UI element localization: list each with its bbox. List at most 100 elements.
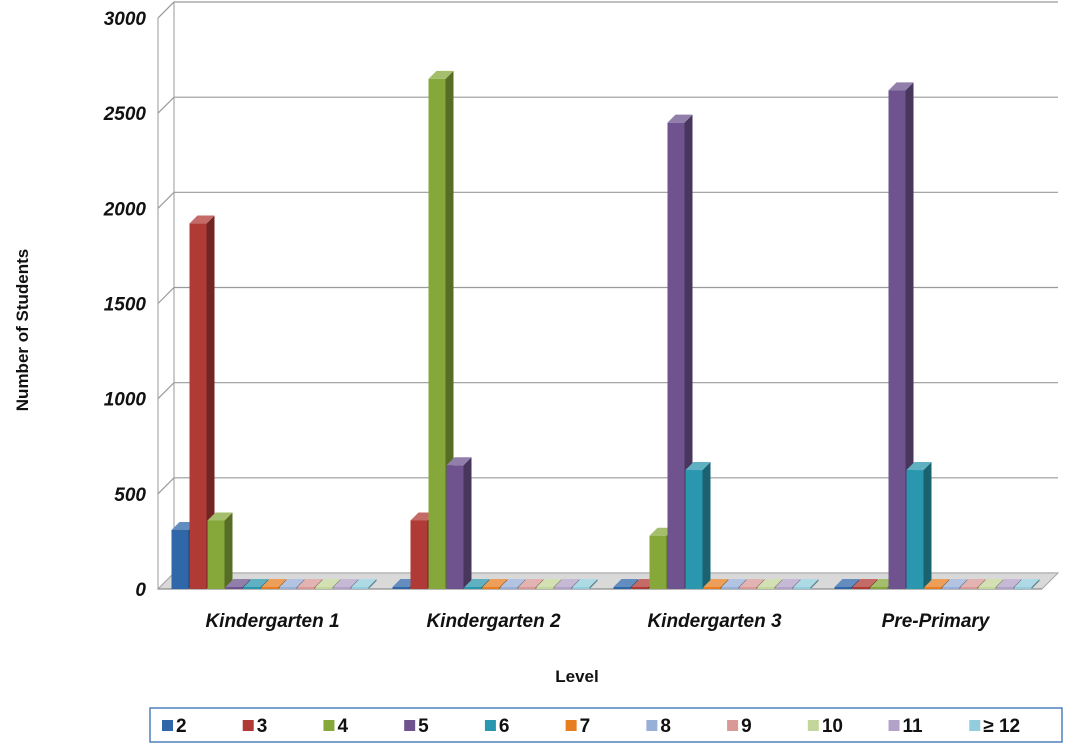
bar-side — [206, 215, 215, 589]
legend-label: 3 — [257, 716, 268, 737]
bar-side — [810, 579, 819, 589]
bar-front — [721, 587, 739, 589]
bar-top — [960, 579, 986, 587]
bar-top — [703, 579, 729, 587]
bar-side — [905, 82, 914, 590]
x-tick-label: Kindergarten 1 — [205, 611, 339, 632]
bar-side — [1031, 579, 1040, 589]
bar-front — [775, 587, 793, 589]
bar-top — [888, 82, 914, 91]
legend-entry: 11 — [888, 716, 924, 737]
bar-side — [702, 462, 711, 589]
bar-front — [446, 465, 464, 589]
bar-front — [649, 535, 667, 589]
gridline — [157, 382, 1058, 400]
bar — [888, 82, 914, 590]
bar-front — [464, 587, 482, 589]
x-tick-label: Pre-Primary — [882, 611, 991, 632]
bar-front — [613, 587, 631, 589]
bar-front — [482, 587, 500, 589]
x-tick-label: Kindergarten 3 — [647, 611, 782, 632]
bar-top — [739, 579, 765, 587]
legend-label: 6 — [499, 716, 510, 737]
bar — [793, 579, 819, 589]
gridline — [157, 96, 1058, 114]
bar-top — [572, 579, 598, 587]
y-tick-label: 1500 — [104, 295, 147, 316]
y-tick-label: 0 — [135, 580, 146, 601]
y-tick-label: 500 — [114, 485, 146, 506]
legend-swatch — [727, 720, 739, 731]
legend-entry: 6 — [484, 716, 510, 737]
legend-swatch — [888, 720, 900, 731]
y-tick-label: 2000 — [103, 199, 147, 220]
legend-swatch — [807, 720, 819, 731]
bar-top — [464, 579, 490, 587]
bar-top — [721, 579, 747, 587]
bar-front — [428, 78, 446, 589]
legend-swatch — [969, 720, 981, 731]
bar-top — [978, 579, 1004, 587]
legend-label: 8 — [660, 716, 671, 737]
bar-front — [870, 587, 888, 589]
bar-top — [757, 579, 783, 587]
legend-label: 11 — [903, 716, 924, 737]
bar — [685, 462, 711, 589]
bar-front — [978, 587, 996, 589]
legend-entry: 4 — [323, 716, 348, 737]
bar-top — [906, 462, 932, 471]
gridline — [157, 477, 1058, 495]
bar-top — [500, 579, 526, 587]
bar-top — [297, 579, 323, 587]
bar-side — [463, 457, 472, 589]
bar-top — [207, 512, 233, 521]
legend-box — [149, 707, 1063, 743]
x-axis-ticks: Kindergarten 1 Kindergarten 2 Kindergarten… — [205, 611, 990, 632]
bar — [572, 579, 598, 589]
bar-front — [315, 587, 333, 589]
bar-top — [852, 579, 878, 587]
x-axis-title: Level — [555, 667, 598, 686]
bar-front — [392, 587, 410, 589]
bar-front — [243, 587, 261, 589]
bar — [446, 457, 472, 589]
bar-front — [739, 587, 757, 589]
y-tick-label: 1000 — [104, 390, 147, 411]
legend-label: 2 — [176, 716, 187, 737]
bar-front — [888, 90, 906, 590]
bar-front — [685, 470, 703, 589]
bar — [351, 579, 377, 589]
legend-entry: 7 — [565, 716, 590, 737]
legend-swatch — [242, 720, 254, 731]
bar-front — [189, 223, 207, 589]
legend-swatch — [404, 720, 416, 731]
legend-label: 4 — [337, 716, 348, 737]
legend-entry: 2 — [162, 716, 187, 737]
bar-top — [243, 579, 269, 587]
bar-front — [554, 587, 572, 589]
bar — [1014, 579, 1040, 589]
bar-front — [536, 587, 554, 589]
bar-top — [924, 579, 950, 587]
bar-top — [428, 70, 454, 79]
y-axis-ticks: 0 500 1000 1500 2000 2500 3000 — [103, 9, 147, 601]
legend-swatch — [646, 720, 658, 731]
bar-front — [942, 587, 960, 589]
legend-swatch — [162, 720, 173, 731]
bar-front — [572, 587, 590, 589]
legend-entry: 5 — [404, 716, 429, 737]
bar-top — [482, 579, 508, 587]
legend-swatch — [484, 720, 496, 731]
legend-label: 5 — [418, 716, 429, 737]
bar-top — [996, 579, 1022, 587]
legend-entry: 3 — [242, 716, 268, 737]
bar-front — [996, 587, 1014, 589]
bar-top — [518, 579, 544, 587]
bar-front — [261, 587, 279, 589]
bar-front — [500, 587, 518, 589]
bar-top — [225, 579, 251, 587]
bar-front — [906, 470, 924, 589]
bar-top — [685, 462, 711, 471]
bar-top — [351, 579, 377, 587]
